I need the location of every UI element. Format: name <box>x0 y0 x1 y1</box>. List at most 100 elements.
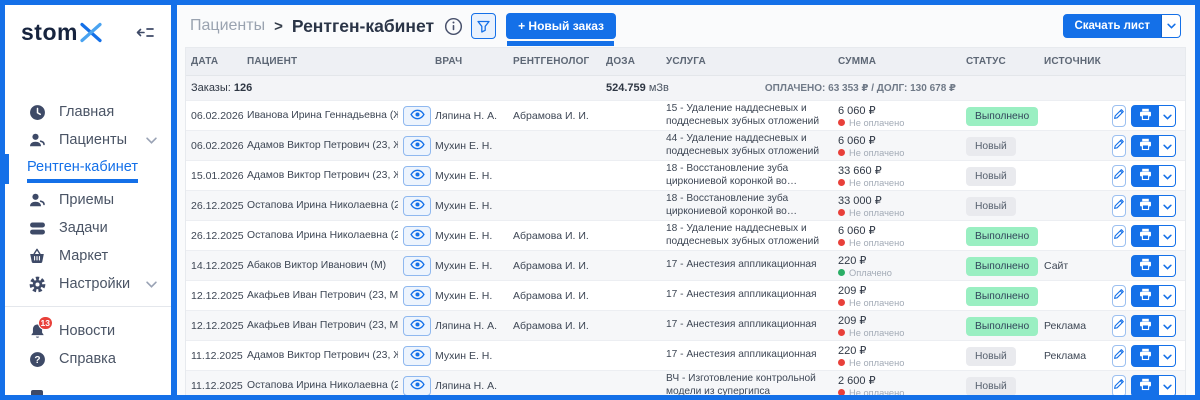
print-dropdown-button[interactable] <box>1159 344 1176 367</box>
edit-button[interactable] <box>1112 164 1126 187</box>
sidebar-item-appointments[interactable]: Приемы <box>5 186 171 214</box>
edit-button[interactable] <box>1112 134 1126 157</box>
print-button[interactable] <box>1131 284 1159 307</box>
cell-actions <box>1111 344 1185 367</box>
cell-service: 44 - Удаление наддесневых и поддесневых … <box>666 132 820 157</box>
pencil-icon <box>1113 288 1125 303</box>
table-body: 06.02.2026 Иванова Ирина Геннадьевна (Ж) Л… <box>186 100 1185 395</box>
print-button[interactable] <box>1131 254 1159 277</box>
print-dropdown-button[interactable] <box>1159 254 1176 277</box>
view-patient-button[interactable] <box>403 105 431 126</box>
print-dropdown-button[interactable] <box>1159 314 1176 337</box>
info-icon[interactable] <box>444 17 463 36</box>
new-order-button[interactable]: + Новый заказ <box>506 13 617 39</box>
view-patient-button[interactable] <box>403 315 431 336</box>
print-dropdown-button[interactable] <box>1159 104 1176 127</box>
payment-label: Не оплачено <box>849 387 905 396</box>
table-row: 12.12.2025 Акафьев Иван Петрович (23, М) Л… <box>186 310 1185 340</box>
print-dropdown-button[interactable] <box>1159 134 1176 157</box>
column-header-9: ИСТОЧНИК <box>1044 56 1101 67</box>
sidebar-collapse-button[interactable] <box>133 23 157 42</box>
sidebar-item-market[interactable]: Маркет <box>5 242 171 270</box>
sum-amount: 6 060 ₽ <box>838 104 876 117</box>
pencil-icon <box>1113 378 1125 393</box>
sidebar-item-label: Новости <box>59 323 116 339</box>
sidebar-item-patients[interactable]: Пациенты <box>5 126 171 154</box>
payment-status: Не оплачено <box>838 178 956 188</box>
table-row: 06.02.2026 Адамов Виктор Петрович (23, Ж)… <box>186 130 1185 160</box>
cell-patient: Иванова Ирина Геннадьевна (Ж) <box>247 110 398 121</box>
print-button[interactable] <box>1131 134 1159 157</box>
chevron-down-icon <box>1162 228 1172 243</box>
print-button[interactable] <box>1131 164 1159 187</box>
print-button[interactable] <box>1131 374 1159 395</box>
cell-sum: 33 660 ₽ Не оплачено <box>833 164 961 188</box>
edit-button[interactable] <box>1112 344 1126 367</box>
edit-button[interactable] <box>1112 284 1126 307</box>
column-header-5: ДОЗА <box>606 56 636 67</box>
table-row: 12.12.2025 Акафьев Иван Петрович (23, М) М… <box>186 280 1185 310</box>
cell-radiologist: Абрамова И. И. <box>513 319 589 332</box>
print-dropdown-button[interactable] <box>1159 284 1176 307</box>
cell-view <box>398 345 431 366</box>
print-dropdown-button[interactable] <box>1159 194 1176 217</box>
cell-service: 18 - Восстановление зуба циркониевой кор… <box>666 162 789 187</box>
sidebar-item-label: Справка <box>59 351 116 367</box>
print-dropdown-button[interactable] <box>1159 224 1176 247</box>
view-patient-button[interactable] <box>403 135 431 156</box>
view-patient-button[interactable] <box>403 285 431 306</box>
payment-status: Оплачено <box>838 268 956 278</box>
download-dropdown-button[interactable] <box>1161 14 1181 38</box>
sidebar-item-xray-room[interactable]: Рентген-кабинет <box>5 154 171 186</box>
unpaid-dot-icon <box>838 209 845 216</box>
chevron-down-icon <box>1162 168 1172 183</box>
print-button[interactable] <box>1131 224 1159 247</box>
column-header-6: УСЛУГА <box>666 56 706 67</box>
sidebar-divider <box>5 306 171 307</box>
print-dropdown-button[interactable] <box>1159 374 1176 395</box>
sidebar-item-home[interactable]: Главная <box>5 98 171 126</box>
svg-text:?: ? <box>34 355 40 366</box>
edit-button[interactable] <box>1112 374 1126 395</box>
download-sheet-button[interactable]: Скачать лист <box>1063 14 1161 38</box>
cell-actions <box>1111 194 1185 217</box>
filter-button[interactable] <box>471 13 497 39</box>
cell-patient: Акафьев Иван Петрович (23, М) <box>247 320 398 331</box>
print-button[interactable] <box>1131 314 1159 337</box>
sidebar-item-tasks[interactable]: Задачи <box>5 214 171 242</box>
tasks-icon <box>27 221 47 236</box>
dose-total: 524.759 мЗв <box>606 82 669 94</box>
cell-status: Выполнено <box>961 256 1039 276</box>
table-row: 14.12.2025 Абаков Виктор Иванович (М) Мухи… <box>186 250 1185 280</box>
edit-button[interactable] <box>1112 104 1126 127</box>
view-patient-button[interactable] <box>403 195 431 216</box>
view-patient-button[interactable] <box>403 225 431 246</box>
edit-button[interactable] <box>1112 224 1126 247</box>
eye-icon <box>409 378 425 393</box>
table-row: 06.02.2026 Иванова Ирина Геннадьевна (Ж) Л… <box>186 100 1185 130</box>
cell-date: 14.12.2025 <box>191 259 244 272</box>
cell-view <box>398 255 431 276</box>
sidebar-item-news[interactable]: 13 Новости <box>5 315 171 345</box>
view-patient-button[interactable] <box>403 165 431 186</box>
sidebar-item-settings[interactable]: Настройки <box>5 270 171 298</box>
sidebar-item-help[interactable]: ? Справка <box>5 345 171 373</box>
view-patient-button[interactable] <box>403 375 431 395</box>
print-button[interactable] <box>1131 344 1159 367</box>
print-dropdown-button[interactable] <box>1159 164 1176 187</box>
status-badge: Выполнено <box>966 256 1039 276</box>
column-header-4: РЕНТГЕНОЛОГ <box>513 56 590 67</box>
print-button[interactable] <box>1131 194 1159 217</box>
gear-icon <box>27 276 47 293</box>
breadcrumb-parent[interactable]: Пациенты <box>190 17 266 34</box>
edit-button[interactable] <box>1112 314 1126 337</box>
print-button[interactable] <box>1131 104 1159 127</box>
view-patient-button[interactable] <box>403 345 431 366</box>
sidebar-item-label: Задачи <box>59 220 108 236</box>
cell-status: Новый <box>961 346 1039 366</box>
cell-doctor: Мухин Е. Н. <box>435 199 493 212</box>
logo-x-icon <box>79 22 103 43</box>
edit-button[interactable] <box>1112 194 1126 217</box>
view-patient-button[interactable] <box>403 255 431 276</box>
cell-actions <box>1111 164 1185 187</box>
